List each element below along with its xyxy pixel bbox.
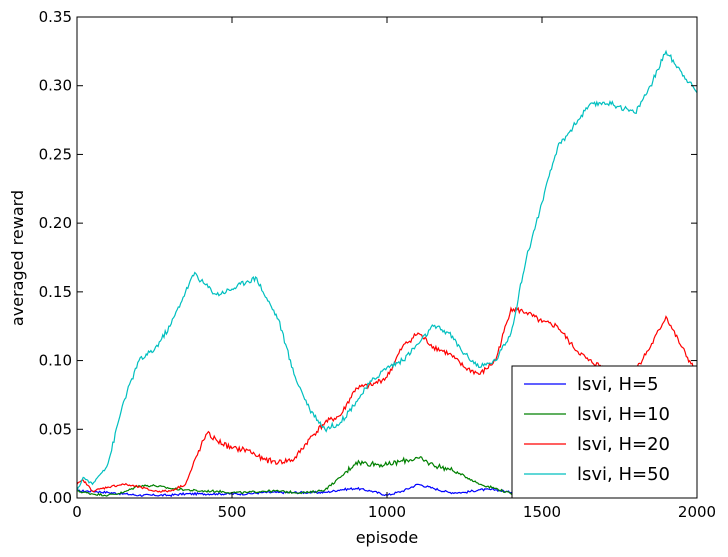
axis-ticks: 0 500 1000 1500 2000 0.00 0.05 0.10 0.15 0.20 0.25… <box>39 8 717 521</box>
y-tick-label: 0.10 <box>39 352 72 370</box>
y-tick-label: 0.15 <box>39 283 72 301</box>
legend-label: lsvi, H=5 <box>577 374 659 395</box>
x-tick-label: 1000 <box>368 503 406 521</box>
x-axis-label: episode <box>356 528 419 547</box>
series-line-4 <box>76 49 698 492</box>
x-tick-label: 0 <box>72 503 82 521</box>
y-tick-label: 0.05 <box>39 420 72 438</box>
x-tick-label: 500 <box>218 503 247 521</box>
legend: lsvi, H=5 lsvi, H=10 lsvi, H=20 lsvi, H=50 <box>511 365 698 499</box>
legend-label: lsvi, H=20 <box>577 434 670 455</box>
legend-label: lsvi, H=10 <box>577 404 670 425</box>
series-line-3 <box>76 306 698 493</box>
legend-label: lsvi, H=50 <box>577 464 670 485</box>
y-tick-label: 0.35 <box>39 8 72 26</box>
y-tick-label: 0.30 <box>39 77 72 95</box>
y-axis-label: averaged reward <box>8 190 27 326</box>
legend-box <box>511 365 698 499</box>
x-tick-label: 1500 <box>523 503 561 521</box>
y-tick-label: 0.00 <box>39 489 72 507</box>
y-tick-label: 0.20 <box>39 214 72 232</box>
y-tick-label: 0.25 <box>39 145 72 163</box>
x-tick-label: 2000 <box>678 503 716 521</box>
